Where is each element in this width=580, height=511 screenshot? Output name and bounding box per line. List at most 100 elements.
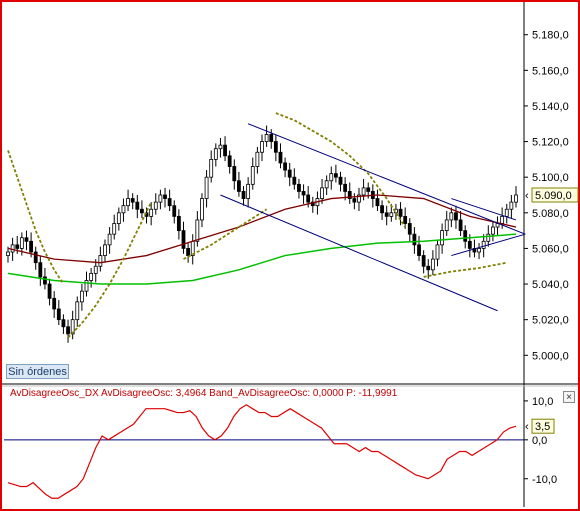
candle-body — [149, 208, 154, 217]
band-lower3-line — [423, 261, 507, 278]
candle-body — [477, 248, 481, 253]
price-tick-label: 5.000,0 — [532, 350, 569, 362]
candle-body — [283, 162, 287, 171]
channel-upper-line — [247, 123, 526, 235]
candle-body — [297, 183, 301, 192]
candle-body — [320, 187, 324, 199]
candle-body — [176, 215, 181, 232]
candle-body — [324, 180, 329, 189]
price-tick-label: 5.160,0 — [532, 65, 569, 77]
candle-body — [255, 151, 260, 167]
candle-body — [103, 244, 107, 256]
candle-body — [15, 244, 20, 249]
candle-body — [130, 198, 135, 203]
candle-body — [218, 144, 223, 150]
candle-body — [213, 148, 218, 160]
candle-body — [232, 166, 237, 182]
osc-last-marker: ‹ — [525, 421, 529, 433]
candle-body — [241, 191, 246, 199]
osc-last-label: 3,5 — [535, 421, 550, 433]
candle-body — [195, 219, 200, 242]
candle-body — [292, 176, 297, 185]
oscillator-legend: AvDisagreeOsc_DX AvDisagreeOsc: 3,4964 B… — [10, 388, 398, 399]
candle-body — [89, 272, 94, 281]
candle-body — [454, 212, 458, 221]
candle-body — [486, 233, 491, 242]
last-price-marker: ‹ — [525, 190, 529, 202]
last-price-box — [531, 187, 579, 203]
candle-body — [209, 158, 214, 178]
candle-body — [333, 173, 338, 178]
candle-body — [458, 219, 463, 232]
candle-body — [347, 191, 352, 199]
candle-body — [500, 215, 505, 224]
candle-body — [19, 237, 24, 249]
candle-body — [79, 290, 84, 303]
candle-body — [10, 244, 15, 253]
candle-body — [98, 255, 103, 267]
candle-body — [246, 183, 251, 199]
last-price-label: 5.090,0 — [535, 190, 572, 202]
candle-body — [43, 276, 47, 285]
candle-body — [140, 208, 144, 214]
candle-body — [107, 233, 112, 246]
candle-body — [264, 134, 269, 142]
candle-body — [29, 240, 33, 253]
candle-body — [421, 255, 426, 267]
candle-body — [52, 297, 57, 310]
candle-body — [167, 198, 172, 207]
candle-body — [278, 151, 283, 164]
candle-body — [435, 244, 440, 260]
orders-button[interactable]: Sin órdenes — [6, 364, 69, 379]
oscillator-line — [7, 404, 517, 499]
candle-body — [357, 194, 361, 203]
candle-body — [375, 198, 380, 207]
candle-body — [412, 233, 417, 246]
candle-body — [301, 191, 306, 196]
candle-body — [135, 201, 140, 210]
candle-body — [273, 141, 278, 153]
candle-body — [250, 166, 255, 185]
candle-body — [181, 230, 186, 249]
candle-body — [407, 223, 412, 235]
price-tick-label: 5.120,0 — [532, 137, 569, 149]
candle-body — [491, 226, 495, 235]
close-panel-button[interactable]: × — [563, 391, 575, 403]
candle-body — [329, 173, 334, 182]
price-tick-label: 5.020,0 — [532, 315, 569, 327]
candle-body — [398, 208, 403, 217]
candle-body — [61, 319, 66, 328]
candle-body — [463, 230, 468, 242]
candle-body — [24, 237, 29, 242]
price-tick-label: 5.140,0 — [532, 101, 569, 113]
candle-body — [380, 205, 384, 214]
candle-body — [389, 212, 394, 217]
candle-body — [6, 251, 10, 256]
candle-body — [112, 223, 117, 235]
price-tick-label: 5.100,0 — [532, 172, 569, 184]
candle-body — [75, 301, 80, 321]
osc-tick-label: -10,0 — [532, 474, 557, 486]
candle-body — [338, 176, 343, 185]
candle-body — [509, 201, 514, 210]
candle-body — [426, 265, 431, 271]
candle-body — [366, 187, 371, 192]
candle-body — [403, 215, 408, 224]
candle-body — [84, 280, 89, 292]
price-tick-label: 5.080,0 — [532, 208, 569, 220]
candle-body — [200, 198, 204, 221]
candle-body — [47, 283, 52, 299]
candle-body — [352, 198, 357, 203]
candle-body — [93, 265, 98, 274]
osc-tick-label: 0,0 — [532, 435, 547, 447]
candle-body — [126, 198, 130, 207]
candle-body — [33, 251, 38, 264]
candle-body — [417, 244, 421, 256]
candle-body — [504, 208, 509, 217]
candle-body — [158, 194, 163, 203]
candle-body — [310, 201, 315, 207]
candle-body — [449, 212, 454, 221]
candle-body — [172, 205, 177, 217]
candle-body — [163, 194, 167, 199]
candle-body — [116, 212, 121, 224]
